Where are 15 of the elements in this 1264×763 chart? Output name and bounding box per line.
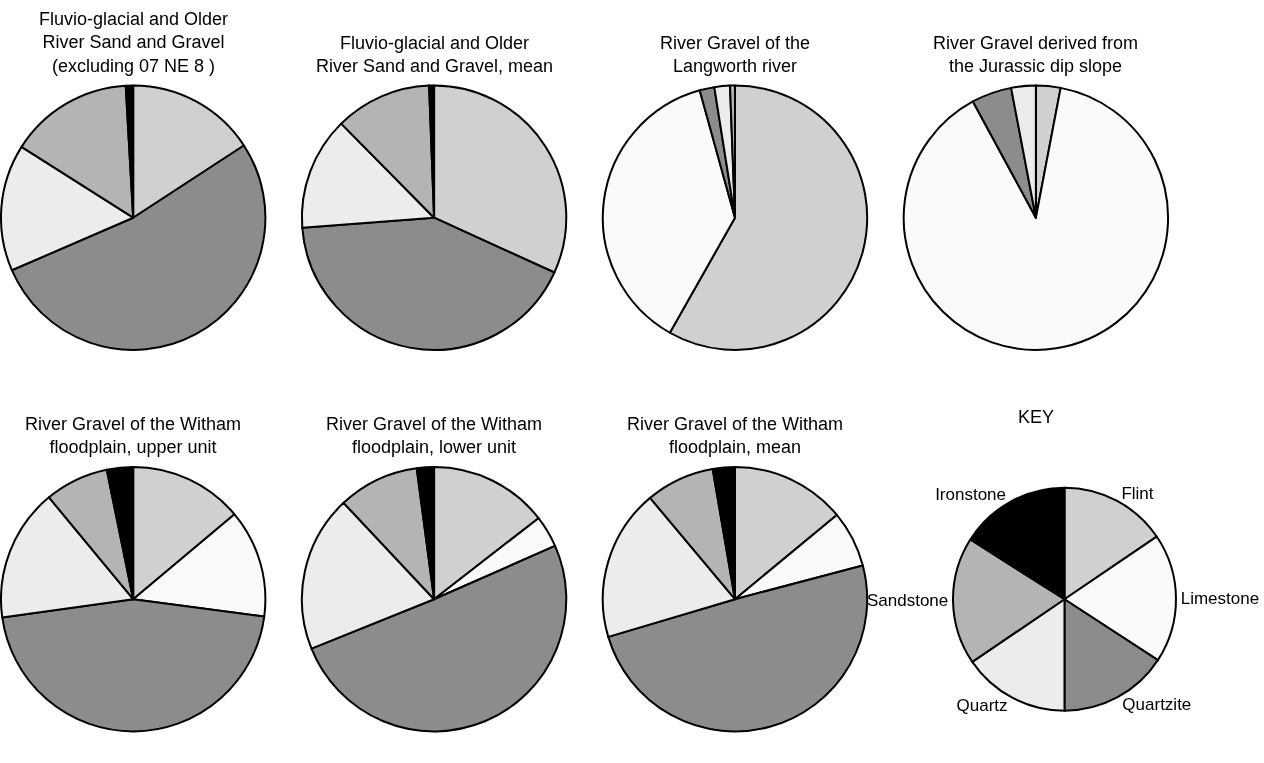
chart-title: River Gravel of the Witham floodplain, mean — [627, 414, 844, 458]
slice-label: Quartz — [956, 695, 1008, 715]
chart-title: Fluvio-glacial and Older River Sand and Gravel, mean — [316, 33, 554, 77]
slice-label: Quartzite — [1122, 695, 1192, 715]
chart-title: River Gravel of the Witham floodplain, upper unit — [25, 414, 242, 458]
chart-title: River Gravel of the Witham floodplain, lower unit — [326, 414, 543, 458]
slice-label: Ironstone — [935, 484, 1007, 504]
chart-title: KEY — [1018, 407, 1055, 427]
slice-label: Limestone — [1180, 588, 1260, 608]
slice-label: Sandstone — [866, 591, 949, 611]
chart-title: River Gravel derived from the Jurassic dip slope — [933, 33, 1139, 77]
chart-title: Fluvio-glacial and Older River Sand and Gravel (excluding 07 NE 8 ) — [39, 9, 229, 76]
slice-label: Flint — [1121, 483, 1154, 503]
pie-slice — [902, 86, 1170, 351]
chart-title: River Gravel of the Langworth river — [660, 33, 811, 77]
